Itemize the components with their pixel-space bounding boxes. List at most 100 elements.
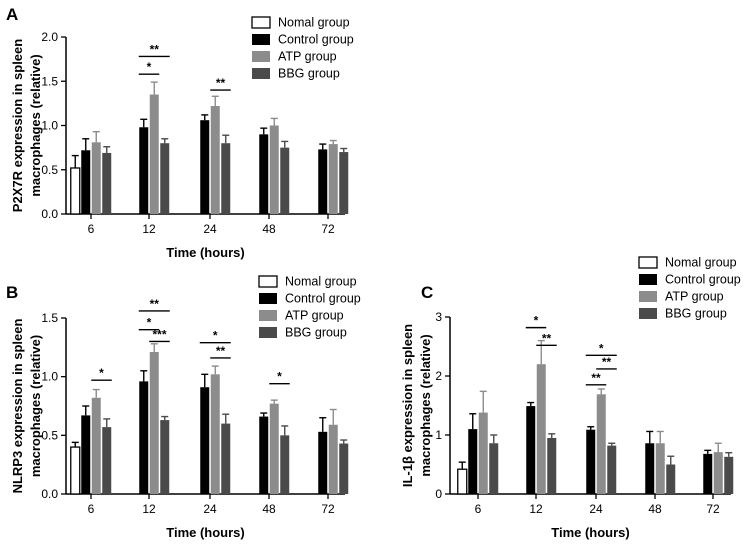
bar-atp-6 <box>91 142 101 214</box>
y-tick-label: 3 <box>435 310 442 324</box>
legend-swatch-control <box>639 274 657 285</box>
y-axis-title-line-2: macrophages (relative) <box>28 54 43 196</box>
x-tick-label: 72 <box>321 502 335 516</box>
significance-label: * <box>147 60 152 74</box>
y-tick-label: 2.0 <box>41 30 58 44</box>
bar-atp-6 <box>478 412 488 494</box>
x-tick-label: 12 <box>529 502 543 516</box>
x-tick-label: 24 <box>589 502 603 516</box>
y-tick-label: 0.0 <box>41 207 58 221</box>
legend-swatch-nomal <box>638 256 658 269</box>
bar-control-48 <box>259 416 269 494</box>
bar-atp-72 <box>328 424 338 494</box>
panel-letter: C <box>421 283 433 302</box>
bar-control-48 <box>645 443 655 494</box>
bar-bbg-6 <box>489 443 499 494</box>
bar-nomal-6 <box>457 468 468 495</box>
significance-label: ** <box>602 355 612 369</box>
x-tick-label: 72 <box>321 222 335 236</box>
bar-bbg-48 <box>666 464 676 494</box>
bar-bbg-48 <box>280 435 290 494</box>
y-tick-label: 2 <box>435 369 442 383</box>
legend-swatch-control <box>252 34 270 45</box>
bar-control-6 <box>81 415 91 494</box>
legend-swatch-atp <box>639 291 657 302</box>
x-axis-title: Time (hours) <box>166 525 245 540</box>
x-tick-label: 12 <box>142 222 156 236</box>
bar-atp-72 <box>713 452 723 494</box>
legend-label-control: Control group <box>665 273 741 287</box>
y-axis-title-line-2: macrophages (relative) <box>418 334 433 476</box>
bar-bbg-24 <box>607 445 617 494</box>
legend-label-control: Control group <box>278 33 354 47</box>
significance-label: ** <box>216 76 226 90</box>
bar-control-24 <box>586 429 596 494</box>
legend-swatch-atp <box>252 51 270 62</box>
bar-control-6 <box>468 429 478 494</box>
legend-label-atp: ATP group <box>285 309 344 323</box>
bar-atp-48 <box>655 443 665 494</box>
significance-label: ** <box>591 371 601 385</box>
bar-atp-24 <box>596 394 606 494</box>
y-tick-label: 0.0 <box>41 487 58 501</box>
bar-control-24 <box>200 387 210 494</box>
significance-label: *** <box>152 327 166 341</box>
legend-label-bbg: BBG group <box>665 307 727 321</box>
legend-label-bbg: BBG group <box>278 67 340 81</box>
legend-swatch-nomal <box>258 275 278 288</box>
significance-label: * <box>99 366 104 380</box>
bar-control-12 <box>139 127 149 214</box>
x-axis-title: Time (hours) <box>166 245 245 260</box>
y-axis-title-line-2: macrophages (relative) <box>28 335 43 477</box>
panel-b: B 0.0 0.5 1.0 1.5 6 12 24 48 72 Time (hours) NLRP3 … <box>6 275 361 541</box>
bar-bbg-72 <box>339 152 349 214</box>
x-axis-title: Time (hours) <box>551 525 630 540</box>
legend-label-control: Control group <box>285 292 361 306</box>
legend-label-bbg: BBG group <box>285 326 347 340</box>
legend-swatch-nomal <box>251 16 271 29</box>
bar-bbg-12 <box>547 437 557 494</box>
legend-swatch-bbg <box>639 308 657 319</box>
bar-bbg-24 <box>221 143 231 214</box>
y-tick-label: 1.0 <box>41 370 58 384</box>
bar-bbg-48 <box>280 147 290 214</box>
bar-nomal-6 <box>70 167 81 215</box>
x-tick-label: 48 <box>648 502 662 516</box>
bar-bbg-24 <box>221 423 231 494</box>
bar-bbg-72 <box>339 443 349 494</box>
legend-swatch-bbg <box>259 327 277 338</box>
bar-control-72 <box>703 453 713 494</box>
x-tick-label: 12 <box>142 502 156 516</box>
panel-a: A 0.0 0.5 1.0 1.5 2.0 6 12 24 48 72 Time (hours) P2X… <box>6 5 354 260</box>
significance-label: ** <box>542 331 552 345</box>
legend-swatch-bbg <box>252 68 270 79</box>
y-tick-label: 1 <box>435 428 442 442</box>
y-tick-label: 0.5 <box>41 163 58 177</box>
legend-label-nomal: Nomal group <box>285 275 357 289</box>
y-axis-title-line-1: IL-1β expression in spleen <box>400 324 415 487</box>
bar-atp-24 <box>210 106 220 214</box>
panel-letter: A <box>6 5 18 24</box>
panel-letter: B <box>6 283 18 302</box>
bar-control-6 <box>81 150 91 214</box>
bar-atp-12 <box>536 364 546 494</box>
bar-atp-72 <box>328 144 338 214</box>
x-tick-label: 24 <box>203 222 217 236</box>
y-axis-title-line-1: NLRP3 expression in spleen <box>10 319 25 494</box>
bar-atp-48 <box>269 403 279 494</box>
x-tick-label: 6 <box>475 502 482 516</box>
bar-bbg-72 <box>724 456 734 494</box>
bar-nomal-6 <box>70 446 81 495</box>
x-tick-label: 72 <box>706 502 720 516</box>
bar-control-48 <box>259 134 269 214</box>
y-tick-label: 1.0 <box>41 119 58 133</box>
x-tick-label: 6 <box>88 502 95 516</box>
y-tick-label: 0.5 <box>41 428 58 442</box>
x-tick-label: 48 <box>262 502 276 516</box>
bar-atp-6 <box>91 397 101 494</box>
bar-bbg-6 <box>102 152 112 214</box>
significance-label: * <box>534 314 539 328</box>
bar-atp-48 <box>269 125 279 214</box>
significance-label: * <box>213 329 218 343</box>
